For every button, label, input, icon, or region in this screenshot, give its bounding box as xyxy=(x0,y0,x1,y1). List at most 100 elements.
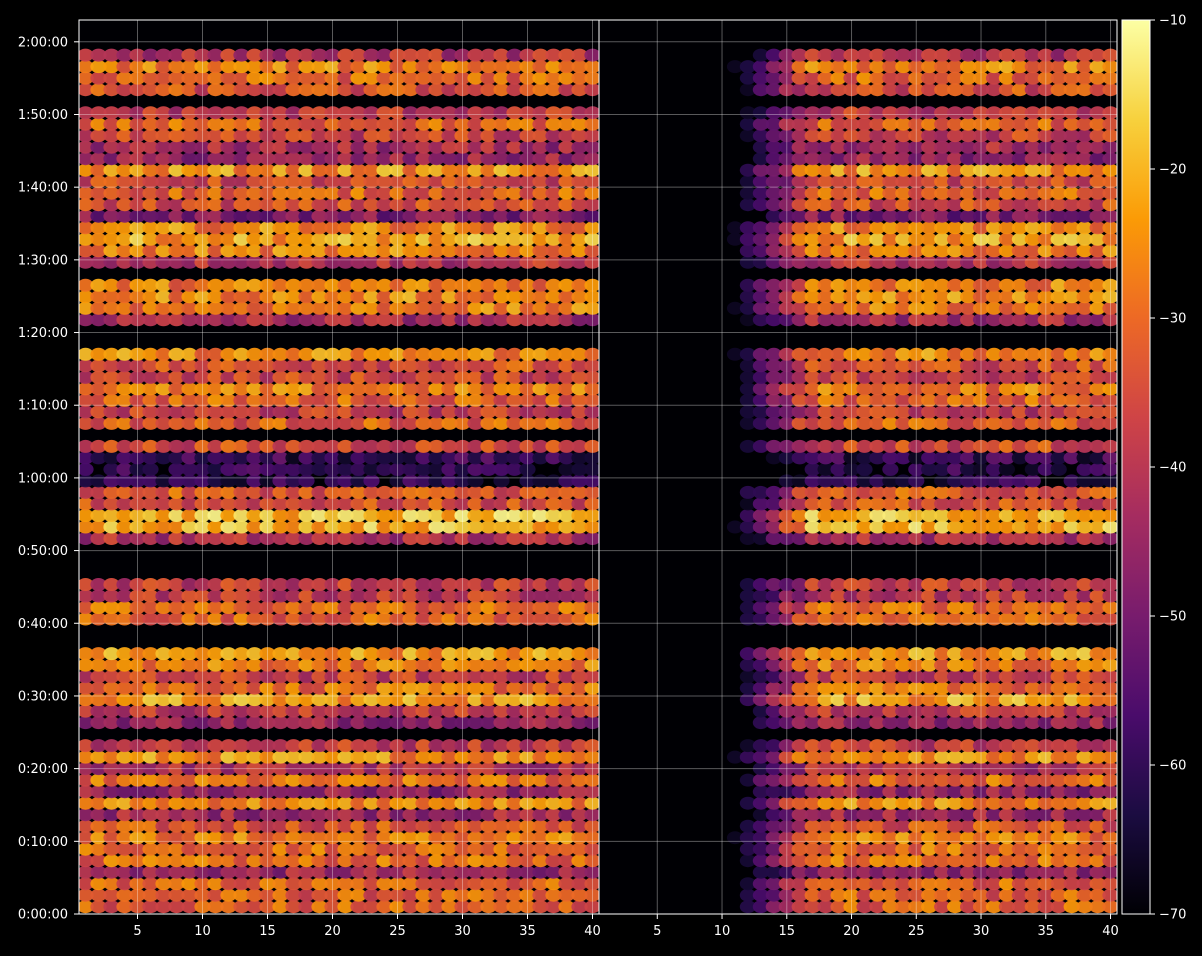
heatmap-cell xyxy=(882,842,899,856)
heatmap-cell xyxy=(869,175,886,189)
heatmap-cell xyxy=(402,831,419,845)
heatmap-cell xyxy=(337,509,354,522)
heatmap-cell xyxy=(558,474,575,488)
heatmap-cell xyxy=(817,451,834,465)
heatmap-cell xyxy=(402,716,419,730)
heatmap-cell xyxy=(246,106,263,120)
heatmap-cell xyxy=(584,106,599,120)
heatmap-cell xyxy=(739,382,757,396)
heatmap-cell xyxy=(1024,60,1041,74)
heatmap-cell xyxy=(285,658,302,672)
heatmap-cell xyxy=(129,842,146,856)
heatmap-cell xyxy=(843,485,860,499)
heatmap-cell xyxy=(895,255,912,269)
y-tick-label: 2:00:00 xyxy=(18,35,68,50)
heatmap-cell xyxy=(376,382,393,396)
heatmap-cell xyxy=(441,854,458,868)
heatmap-cell xyxy=(441,865,458,879)
heatmap-cell xyxy=(79,244,94,258)
heatmap-cell xyxy=(1063,347,1080,361)
heatmap-cell xyxy=(1102,532,1117,545)
heatmap-cell xyxy=(389,693,406,707)
heatmap-cell xyxy=(467,359,484,373)
heatmap-cell xyxy=(402,370,419,384)
heatmap-cell xyxy=(882,578,899,591)
heatmap-cell xyxy=(985,163,1003,177)
heatmap-cell xyxy=(960,347,977,361)
heatmap-cell xyxy=(207,670,224,684)
heatmap-cell xyxy=(985,209,1003,223)
heatmap-cell xyxy=(207,71,224,85)
heatmap-cell xyxy=(337,359,354,373)
heatmap-cell xyxy=(116,462,133,476)
heatmap-cell xyxy=(778,83,795,97)
heatmap-cell xyxy=(363,140,380,154)
heatmap-cell xyxy=(934,290,951,304)
heatmap-cell xyxy=(1024,370,1041,384)
heatmap-cell xyxy=(739,888,757,902)
heatmap-cell xyxy=(246,578,263,591)
heatmap-cell xyxy=(441,474,458,488)
heatmap-cell xyxy=(1050,485,1067,499)
heatmap-cell xyxy=(168,347,185,361)
heatmap-cell xyxy=(765,808,782,822)
heatmap-cell xyxy=(272,209,289,223)
heatmap-cell xyxy=(804,589,821,603)
heatmap-cell xyxy=(246,117,263,131)
heatmap-cell xyxy=(233,474,250,488)
heatmap-cell xyxy=(454,601,471,614)
heatmap-cell xyxy=(324,278,341,292)
heatmap-cell xyxy=(1037,221,1054,235)
heatmap-cell xyxy=(1011,474,1028,488)
heatmap-cell xyxy=(1050,370,1067,384)
heatmap-cell xyxy=(246,359,263,373)
heatmap-cell xyxy=(908,647,925,661)
heatmap-cell xyxy=(142,221,159,235)
heatmap-cell xyxy=(493,819,510,833)
heatmap-cell xyxy=(220,405,237,419)
heatmap-cell xyxy=(843,83,860,97)
heatmap-cell xyxy=(972,140,990,154)
heatmap-cell xyxy=(324,681,341,695)
heatmap-cell xyxy=(921,670,938,684)
heatmap-cell xyxy=(545,589,562,603)
heatmap-cell xyxy=(415,198,432,212)
heatmap-cell xyxy=(1089,129,1106,143)
heatmap-cell xyxy=(337,520,354,534)
heatmap-cell xyxy=(817,152,834,166)
heatmap-cell xyxy=(791,532,808,545)
heatmap-cell xyxy=(519,71,536,85)
heatmap-cell xyxy=(90,750,107,764)
heatmap-cell xyxy=(90,152,107,166)
heatmap-cell xyxy=(532,693,549,707)
heatmap-cell xyxy=(142,393,159,407)
heatmap-cell xyxy=(1024,439,1041,453)
heatmap-cell xyxy=(493,704,510,718)
heatmap-cell xyxy=(285,900,302,914)
heatmap-cell xyxy=(311,532,328,545)
heatmap-cell xyxy=(571,900,588,914)
heatmap-cell xyxy=(493,278,510,292)
heatmap-cell xyxy=(882,601,899,614)
heatmap-cell xyxy=(960,221,977,235)
heatmap-cell xyxy=(324,244,341,258)
heatmap-cell xyxy=(856,762,873,776)
heatmap-cell xyxy=(298,739,315,753)
heatmap-cell xyxy=(921,140,938,154)
heatmap-cell xyxy=(194,601,211,614)
heatmap-cell xyxy=(843,209,860,223)
heatmap-cell xyxy=(817,647,834,661)
heatmap-cell xyxy=(1063,71,1080,85)
heatmap-cell xyxy=(1024,474,1041,488)
heatmap-cell xyxy=(116,739,133,753)
heatmap-cell xyxy=(129,347,146,361)
heatmap-cell xyxy=(752,382,770,396)
heatmap-cell xyxy=(765,255,782,269)
heatmap-cell xyxy=(571,83,588,97)
heatmap-cell xyxy=(246,670,263,684)
heatmap-cell xyxy=(830,808,847,822)
heatmap-cell xyxy=(415,232,432,246)
heatmap-cell xyxy=(830,796,847,810)
heatmap-cell xyxy=(1102,244,1117,258)
heatmap-cell xyxy=(259,60,276,74)
